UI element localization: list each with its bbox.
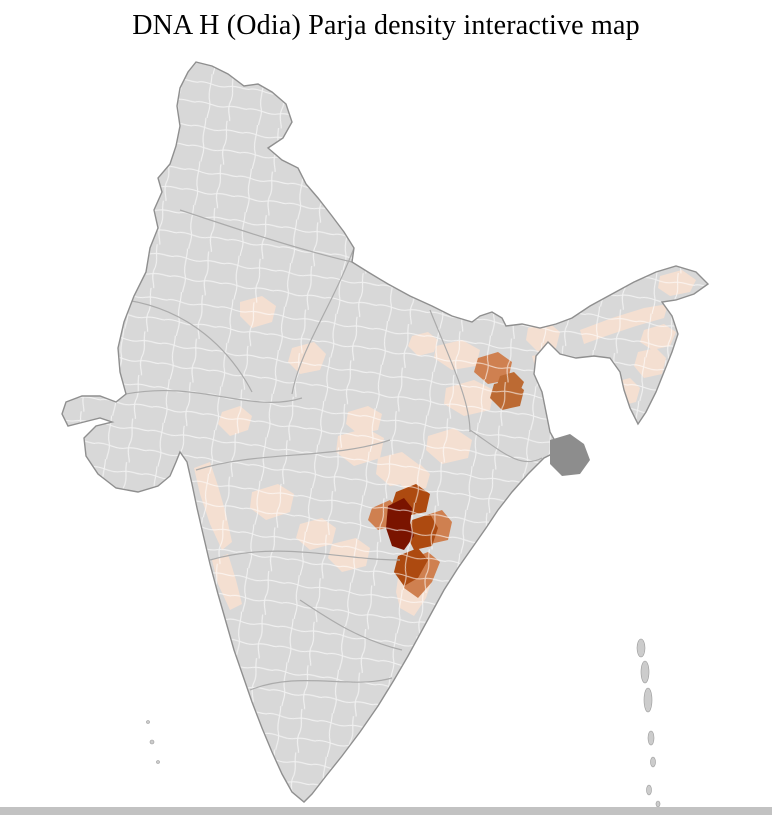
state-border-line [250,678,392,690]
island[interactable] [651,757,656,767]
island[interactable] [147,721,150,724]
district-boundaries-overlay [62,62,708,802]
state-border-line [300,600,402,650]
state-border-line [180,210,352,262]
bottom-scrollbar[interactable] [0,807,772,815]
neighbor-region [550,434,590,476]
page-title: DNA H (Odia) Parja density interactive m… [132,10,640,41]
state-border-line [430,310,470,432]
state-border-line [210,551,400,560]
india-outline [62,62,708,802]
density-layer [62,62,708,802]
island[interactable] [648,731,654,745]
island[interactable] [641,661,649,683]
state-border-line [196,440,390,470]
state-border-line [292,248,354,394]
island[interactable] [656,801,660,807]
island[interactable] [647,785,652,795]
island[interactable] [157,761,160,764]
island-chain [147,639,661,807]
island[interactable] [644,688,652,712]
state-border-line [470,430,542,462]
state-boundaries [126,210,542,690]
state-border-line [126,391,302,403]
state-border-line [126,300,252,392]
island[interactable] [150,740,154,744]
island[interactable] [637,639,645,657]
